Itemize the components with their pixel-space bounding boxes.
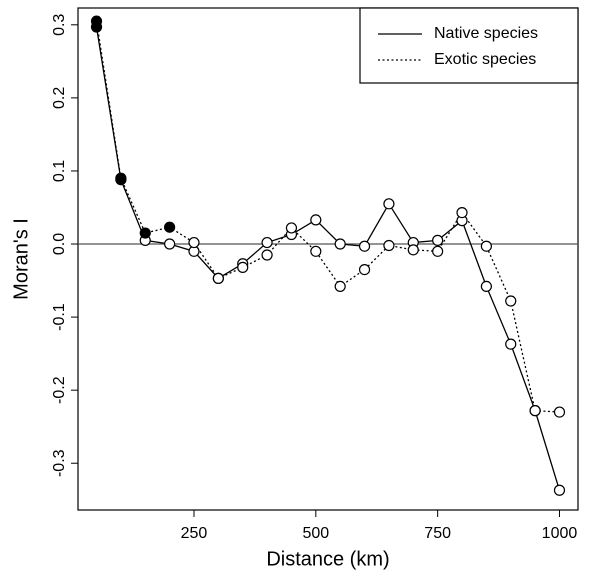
data-point	[407, 244, 419, 256]
x-tick-label: 750	[424, 525, 451, 542]
y-tick-label: 0.0	[51, 233, 68, 255]
data-point	[529, 405, 541, 417]
data-point	[480, 280, 492, 293]
plot-frame	[77, 7, 579, 511]
data-point	[164, 221, 176, 233]
y-tick-label: 0.2	[51, 87, 68, 109]
x-tick-label: 500	[302, 525, 329, 542]
data-point	[432, 245, 444, 257]
y-tick-label: 0.1	[51, 160, 68, 182]
data-point	[505, 338, 517, 350]
data-point	[90, 15, 103, 27]
data-point	[285, 222, 298, 234]
x-tick-label: 250	[181, 525, 208, 542]
legend-box	[359, 7, 579, 84]
data-point	[237, 261, 249, 274]
data-point	[310, 214, 322, 226]
data-point	[310, 245, 322, 257]
x-tick-label: 1000	[542, 525, 578, 542]
data-point	[358, 263, 371, 276]
data-point	[212, 272, 224, 284]
data-point	[334, 280, 346, 293]
data-point	[432, 234, 444, 246]
y-tick-label: -0.1	[51, 303, 68, 331]
y-axis-title: Moran's I	[10, 218, 32, 300]
data-point	[383, 239, 395, 252]
data-point	[188, 236, 200, 249]
data-point	[480, 240, 492, 252]
data-point	[261, 249, 273, 261]
y-tick-label: 0.3	[51, 14, 68, 36]
y-tick-label: -0.2	[51, 376, 68, 404]
data-point	[358, 240, 371, 252]
legend-label: Exotic species	[434, 51, 536, 68]
data-point	[334, 238, 346, 250]
data-point	[139, 227, 151, 239]
data-point	[553, 484, 566, 496]
data-point	[553, 406, 566, 418]
data-point	[505, 295, 517, 307]
x-axis-title: Distance (km)	[266, 548, 389, 570]
series-line	[95, 26, 561, 491]
legend-label: Native species	[434, 25, 538, 42]
data-point	[383, 198, 395, 210]
data-point	[261, 236, 273, 249]
data-point	[456, 206, 468, 219]
y-tick-label: -0.3	[51, 449, 68, 477]
data-point	[164, 238, 176, 250]
data-point	[115, 172, 127, 184]
